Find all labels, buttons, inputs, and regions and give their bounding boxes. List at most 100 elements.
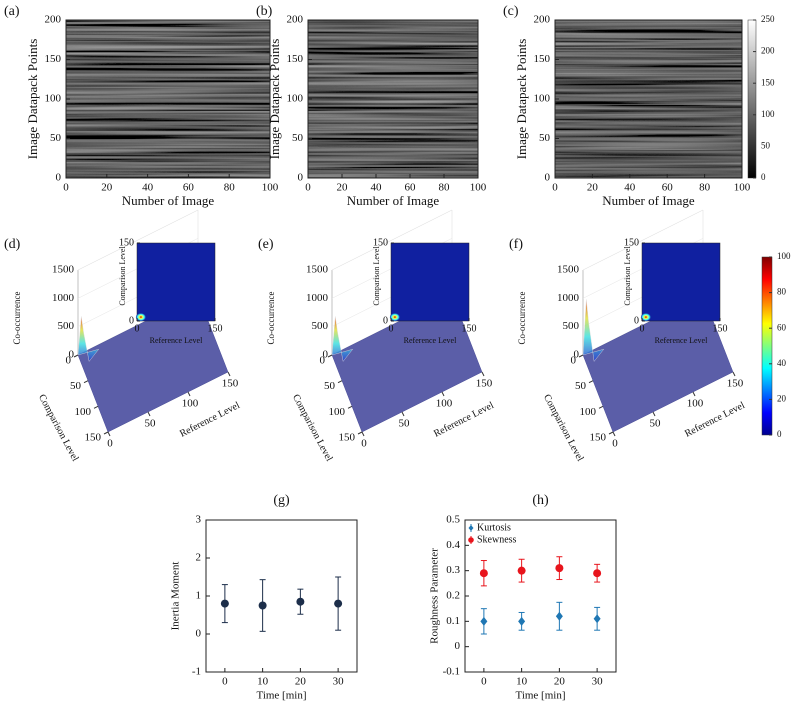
y-tick-label: -1 [192,666,201,678]
y-tick-label: 0 [320,355,326,367]
x-tick-label: 50 [399,418,411,430]
x-tick-label: 40 [142,182,154,194]
x-tick [441,391,445,397]
y-tick [608,431,614,435]
y-tick [337,380,343,384]
y-tick-label: 50 [70,380,82,392]
y-tick-label: 100 [580,406,597,418]
y-axis-label: Roughness Parameter [429,548,441,644]
heatmap-image [308,20,478,178]
x-tick-label: 60 [405,182,417,194]
inset-x-tick-label: 0 [640,323,645,334]
z-grid-line [77,209,199,271]
z-axis-label: Co-occurrence [517,292,527,345]
y-tick-label: 100 [287,93,304,105]
z-tick-label: 1000 [52,292,75,304]
inset-y-tick-label: 150 [373,237,388,248]
inset-map [390,242,470,322]
z-axis-label: Co-occurrence [12,292,22,345]
y-tick-label: 0.3 [446,564,460,576]
y-tick-label: 50 [324,380,336,392]
y-tick-label: 0 [298,172,304,184]
y-tick-label: 50 [575,380,587,392]
z-grid-line [331,209,453,271]
y-axis-label: Inertia Moment [170,562,182,631]
x-tick-label: 30 [592,676,604,688]
colorbar [747,19,757,179]
y-tick-label: 100 [534,93,551,105]
inset-x-label: Reference Level [655,336,708,345]
y-tick-label: 200 [287,14,304,26]
panel-label: (b) [256,4,273,19]
marker [479,569,488,578]
y-tick-label: 3 [196,514,202,526]
colorbar-tick-label: 250 [761,14,775,24]
x-tick-label: 150 [476,378,493,390]
y-tick-label: 50 [539,132,551,144]
y-tick-label: 150 [590,432,607,444]
y-tick [598,405,604,409]
panel-label: (g) [273,493,290,508]
marker [296,597,305,606]
z-tick-label: 0 [323,349,329,361]
y-tick-label: 200 [534,14,551,26]
y-tick-label: 0 [571,355,577,367]
inset-x-tick-label: 0 [389,323,394,334]
x-tick-label: 100 [687,398,704,410]
inset-map [136,242,216,322]
x-tick [107,431,111,437]
y-tick-label: 50 [50,132,62,144]
x-tick [692,391,696,397]
y-tick-label: 100 [329,406,346,418]
inset-y-label: Comparison Level [623,246,632,306]
x-tick [227,371,231,377]
y-axis-label: Image Datapack Points [267,39,282,160]
inset-y-tick-label: 150 [624,237,639,248]
y-tick-label: 1 [196,590,202,602]
z-tick-label: 500 [312,320,329,332]
y-tick-label: 0.1 [446,615,460,627]
y-tick-label: 0.5 [446,514,460,526]
marker [480,616,488,626]
y-axis-label: Image Datapack Points [25,39,40,160]
y-tick [83,380,89,384]
z-tick-label: 0 [574,349,580,361]
y-tick [578,354,584,358]
y-tick-label: 0 [196,628,202,640]
x-tick-label: 20 [587,182,599,194]
z-tick-label: 1000 [557,292,580,304]
x-tick-label: 0 [305,182,311,194]
x-tick [187,391,191,397]
x-axis-label: Time [min] [256,690,306,702]
x-tick-label: 60 [183,182,195,194]
colorbar [761,256,773,436]
x-tick-label: 0 [361,438,367,450]
marker [517,566,526,575]
inset-map [641,242,721,322]
y-tick-label: 100 [45,93,62,105]
surface-peak [77,316,100,362]
inset-x-label: Reference Level [404,336,457,345]
inset-x-tick-label: 150 [713,323,728,334]
heatmap-image [555,20,742,178]
z-tick-label: 0 [69,349,75,361]
x-tick-label: 50 [650,418,662,430]
x-tick-label: 0 [552,182,558,194]
colorbar-tick-label: 0 [761,172,766,182]
colorbar-tick-label: 200 [761,46,775,56]
y-tick-label: 0 [545,172,551,184]
marker [555,564,564,573]
marker [220,599,229,608]
legend-marker [468,537,474,543]
x-tick-label: 0 [107,438,113,450]
x-tick-label: 80 [439,182,451,194]
y-tick-label: 150 [534,53,551,65]
inset-x-tick-label: 150 [208,323,223,334]
surface-peak [331,316,354,362]
x-tick-label: 100 [470,182,487,194]
inset-y-label: Comparison Level [118,246,127,306]
panel-label: (d) [4,237,21,252]
x-tick-label: 50 [145,418,157,430]
y-tick-label: 0 [455,640,461,652]
